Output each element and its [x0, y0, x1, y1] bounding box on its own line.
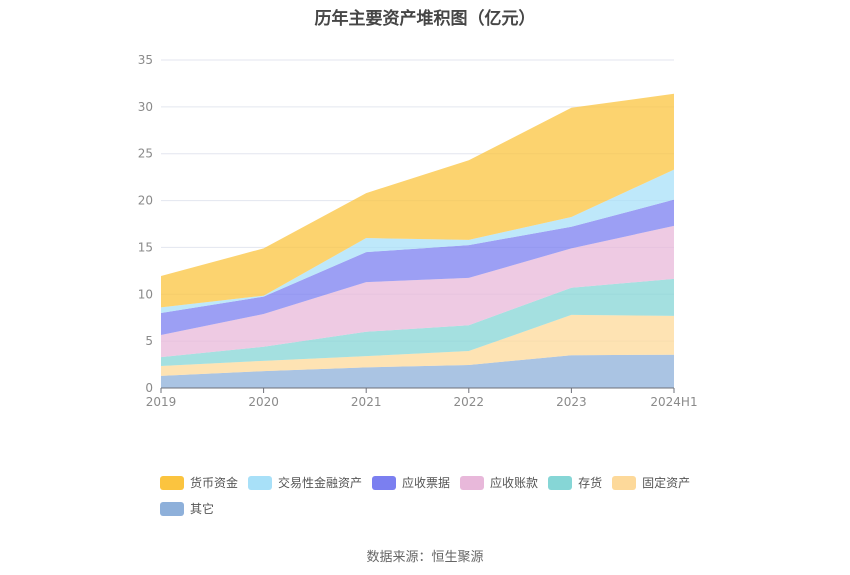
legend-item[interactable]: 交易性金融资产 — [248, 474, 362, 491]
legend-item[interactable]: 应收账款 — [460, 474, 538, 491]
chart-title: 历年主要资产堆积图（亿元） — [314, 9, 536, 29]
area-series-5[interactable] — [161, 169, 674, 314]
stacked-area-chart: 0 5 10 15 20 25 30 35 2019 2020 2021 2022 2023 2024H1 — [138, 53, 698, 409]
legend: 货币资金 交易性金融资产 应收票据 应收账款 存货 固定资产其它 — [160, 474, 720, 517]
legend-item[interactable]: 其它 — [160, 500, 214, 517]
legend-item[interactable]: 应收票据 — [372, 474, 450, 491]
area-series-3[interactable] — [161, 225, 674, 358]
legend-label: 其它 — [190, 502, 215, 516]
legend-label: 交易性金融资产 — [278, 476, 363, 490]
y-tick-label: 10 — [138, 287, 153, 301]
area-series-2[interactable] — [161, 278, 674, 366]
legend-swatch — [612, 475, 637, 490]
area-series-6[interactable] — [161, 93, 674, 308]
legend-label: 应收票据 — [402, 476, 451, 490]
legend-label: 存货 — [578, 476, 603, 490]
area-series-4[interactable] — [161, 199, 674, 336]
legend-label: 货币资金 — [190, 476, 239, 490]
legend-item[interactable]: 存货 — [548, 474, 602, 491]
x-tick-label: 2023 — [556, 395, 587, 409]
legend-swatch — [248, 475, 273, 490]
y-tick-label: 0 — [145, 381, 153, 395]
y-tick-label: 35 — [138, 53, 153, 67]
x-tick-label: 2022 — [454, 395, 485, 409]
legend-label: 应收账款 — [490, 476, 539, 490]
y-tick-label: 5 — [145, 334, 153, 348]
x-tick-label: 2021 — [351, 395, 382, 409]
legend-item[interactable]: 固定资产 — [612, 474, 690, 491]
legend-swatch — [160, 475, 184, 490]
legend-swatch — [160, 501, 184, 516]
x-tick-label: 2024H1 — [650, 395, 697, 409]
y-tick-label: 20 — [138, 194, 153, 208]
legend-item[interactable]: 货币资金 — [160, 474, 238, 491]
legend-swatch — [548, 475, 573, 490]
x-tick-label: 2020 — [248, 395, 279, 409]
y-tick-label: 15 — [138, 240, 153, 254]
area-series-0[interactable] — [161, 354, 674, 388]
y-tick-label: 25 — [138, 147, 153, 161]
legend-label: 固定资产 — [642, 476, 691, 490]
area-series-group — [161, 93, 674, 388]
y-tick-label: 30 — [138, 100, 153, 114]
axes: 0 5 10 15 20 25 30 35 2019 2020 2021 2022 2023 2024H1 — [138, 53, 698, 409]
legend-swatch — [460, 475, 485, 490]
legend-swatch — [372, 475, 397, 490]
area-series-1[interactable] — [161, 314, 674, 376]
data-source-note: 数据来源：恒生聚源 — [366, 550, 484, 565]
x-tick-label: 2019 — [146, 395, 177, 409]
